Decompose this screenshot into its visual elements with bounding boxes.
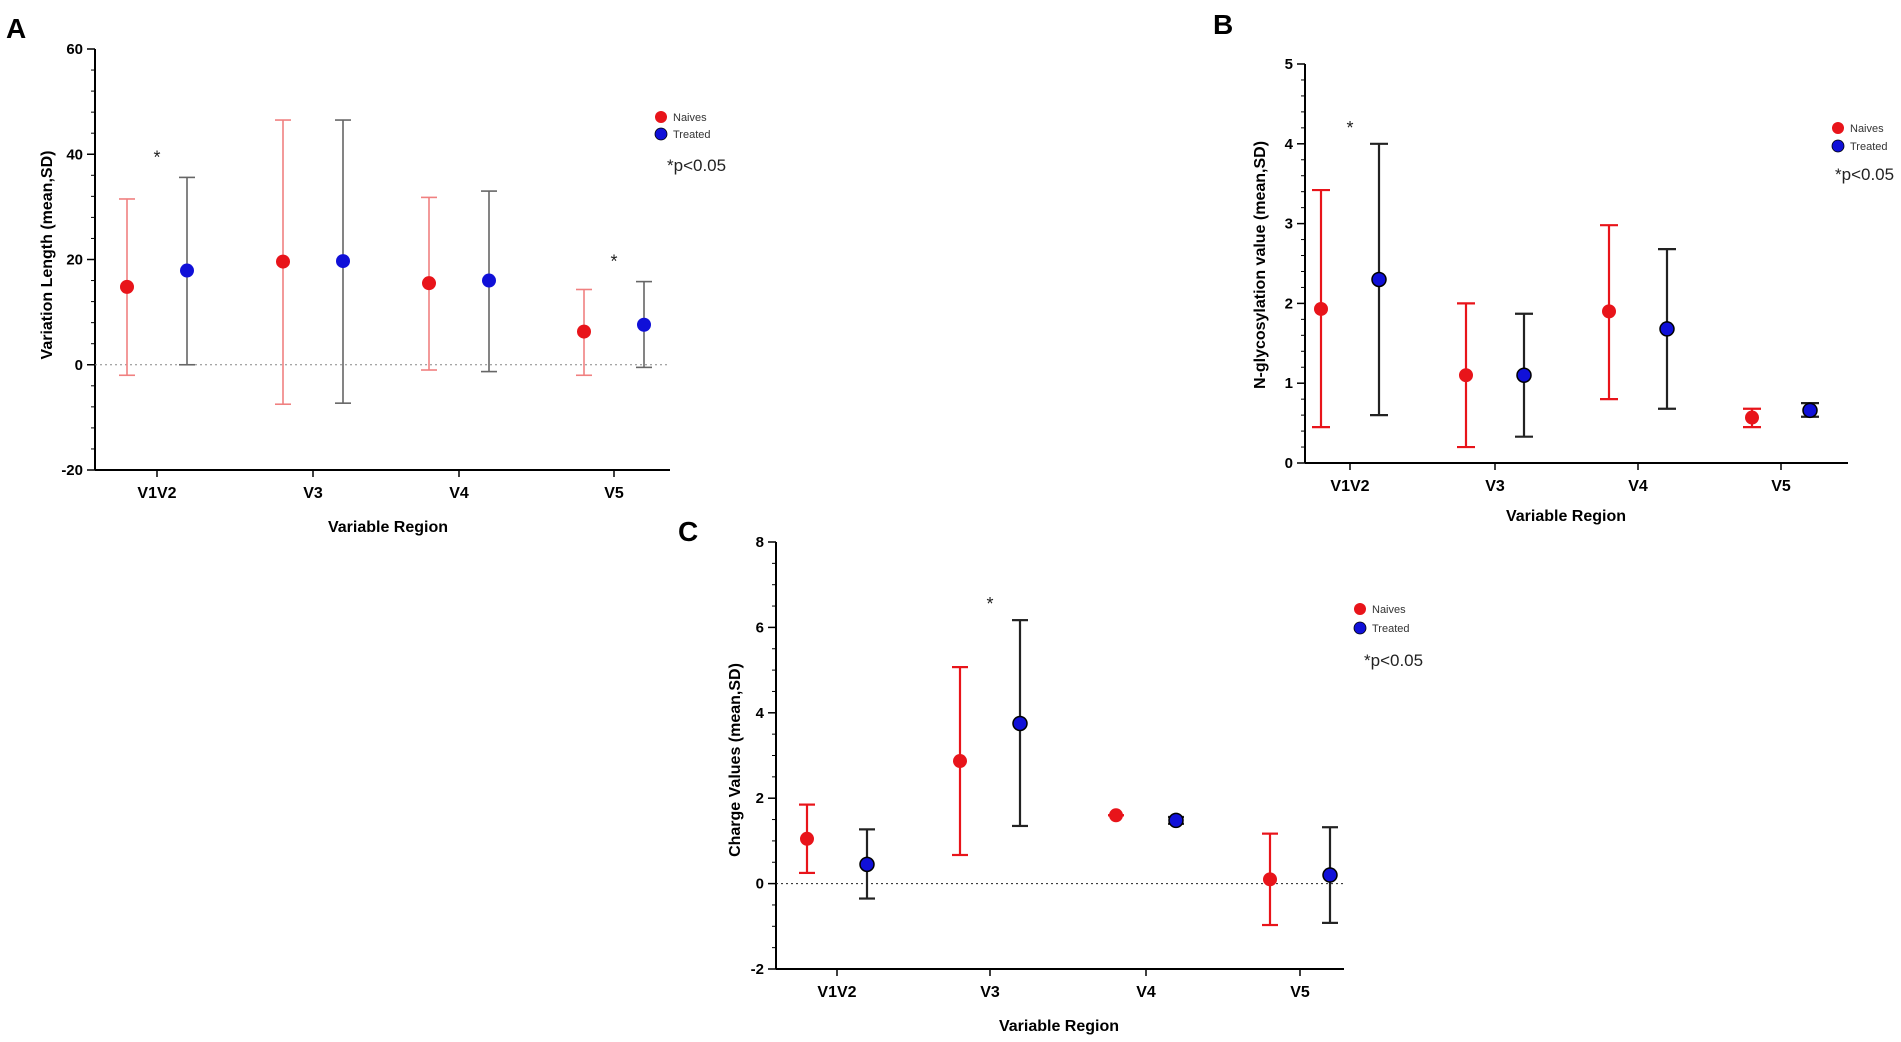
significance-star: * xyxy=(610,252,617,272)
legend-label-naives: Naives xyxy=(1372,604,1406,616)
y-tick-label: 0 xyxy=(1285,455,1293,472)
y-tick-label: -2 xyxy=(751,961,764,978)
y-tick-label: 2 xyxy=(756,790,764,807)
y-tick-label: 8 xyxy=(756,534,764,551)
mean-point-naives xyxy=(1109,808,1123,823)
mean-point-treated xyxy=(482,273,496,288)
mean-point-treated xyxy=(637,317,651,332)
x-category-label: V3 xyxy=(303,485,323,502)
mean-point-naives xyxy=(120,279,134,294)
legend-marker-naives xyxy=(1354,603,1366,615)
x-axis-title: Variable Region xyxy=(328,519,448,536)
legend-marker-naives xyxy=(655,111,667,123)
legend-label-treated: Treated xyxy=(673,129,711,141)
x-category-label: V1V2 xyxy=(817,984,856,1001)
chart-panel-c: C Charge Values (mean,SD) Variable Regio… xyxy=(678,516,1423,1035)
significance-star: * xyxy=(153,147,160,167)
mean-point-treated xyxy=(180,263,194,278)
mean-point-naives xyxy=(1314,301,1328,316)
mean-point-naives xyxy=(953,754,967,769)
mean-point-naives xyxy=(1745,410,1759,425)
x-category-label: V5 xyxy=(1771,478,1791,495)
panel-letter-b: B xyxy=(1213,9,1233,40)
y-tick-label: 3 xyxy=(1285,216,1293,233)
y-tick-label: 0 xyxy=(75,357,83,374)
y-axis-title: Variation Length (mean,SD) xyxy=(39,151,56,360)
mean-point-treated xyxy=(336,254,350,269)
legend-label-treated: Treated xyxy=(1850,141,1888,153)
y-tick-label: 20 xyxy=(66,252,83,269)
mean-point-treated xyxy=(859,856,875,873)
x-category-label: V3 xyxy=(980,984,1000,1001)
significance-star: * xyxy=(1346,118,1353,138)
mean-point-naives xyxy=(800,831,814,846)
panel-letter-c: C xyxy=(678,516,698,547)
x-category-label: V1V2 xyxy=(137,485,176,502)
y-axis-title: Charge Values (mean,SD) xyxy=(727,663,744,857)
legend: Naives Treated *p<0.05 xyxy=(1353,603,1423,670)
mean-point-treated xyxy=(1659,321,1675,337)
y-tick-label: 2 xyxy=(1285,295,1293,312)
mean-point-naives xyxy=(422,276,436,291)
x-category-label: V3 xyxy=(1485,478,1505,495)
y-tick-label: 40 xyxy=(66,146,83,163)
mean-point-naives xyxy=(1602,304,1616,319)
y-tick-label: 4 xyxy=(756,705,765,722)
panel-letter-a: A xyxy=(6,13,26,44)
x-category-label: V5 xyxy=(604,485,624,502)
legend-label-naives: Naives xyxy=(673,112,707,124)
y-tick-label: 1 xyxy=(1285,375,1293,392)
significance-note: *p<0.05 xyxy=(667,156,726,175)
mean-point-treated xyxy=(1516,367,1532,383)
x-axis-title: Variable Region xyxy=(999,1018,1119,1035)
legend-marker-treated xyxy=(1831,139,1845,153)
legend-marker-treated xyxy=(1353,621,1367,635)
chart-panel-b: B N-glycosylation value (mean,SD) Variab… xyxy=(1213,9,1894,525)
mean-point-treated xyxy=(1322,867,1338,883)
x-category-label: V4 xyxy=(1628,478,1648,495)
y-tick-label: -20 xyxy=(61,462,83,479)
legend-marker-naives xyxy=(1832,122,1844,134)
y-tick-label: 0 xyxy=(756,876,764,893)
x-axis-title: Variable Region xyxy=(1506,508,1626,525)
chart-panel-a: A Variation Length (mean,SD) Variable Re… xyxy=(6,13,726,536)
x-category-label: V5 xyxy=(1290,984,1310,1001)
x-category-label: V1V2 xyxy=(1330,478,1369,495)
y-tick-label: 5 xyxy=(1285,56,1293,73)
legend-label-treated: Treated xyxy=(1372,623,1410,635)
y-tick-label: 60 xyxy=(66,41,83,58)
mean-point-treated xyxy=(1012,715,1028,732)
significance-note: *p<0.05 xyxy=(1835,165,1894,184)
mean-point-naives xyxy=(276,254,290,269)
legend-marker-treated xyxy=(654,127,668,141)
mean-point-naives xyxy=(1263,872,1277,887)
mean-point-treated xyxy=(1802,402,1818,419)
x-category-label: V4 xyxy=(1136,984,1156,1001)
legend-label-naives: Naives xyxy=(1850,123,1884,135)
mean-point-naives xyxy=(577,324,591,339)
mean-point-treated xyxy=(1371,271,1387,288)
legend: Naives Treated *p<0.05 xyxy=(1831,122,1894,184)
legend: Naives Treated *p<0.05 xyxy=(654,111,726,175)
y-tick-label: 6 xyxy=(756,619,764,636)
significance-star: * xyxy=(986,594,993,614)
significance-note: *p<0.05 xyxy=(1364,651,1423,670)
mean-point-naives xyxy=(1459,368,1473,383)
x-category-label: V4 xyxy=(449,485,469,502)
y-axis-title: N-glycosylation value (mean,SD) xyxy=(1252,141,1269,389)
y-tick-label: 4 xyxy=(1285,136,1294,153)
mean-point-treated xyxy=(1168,812,1184,829)
